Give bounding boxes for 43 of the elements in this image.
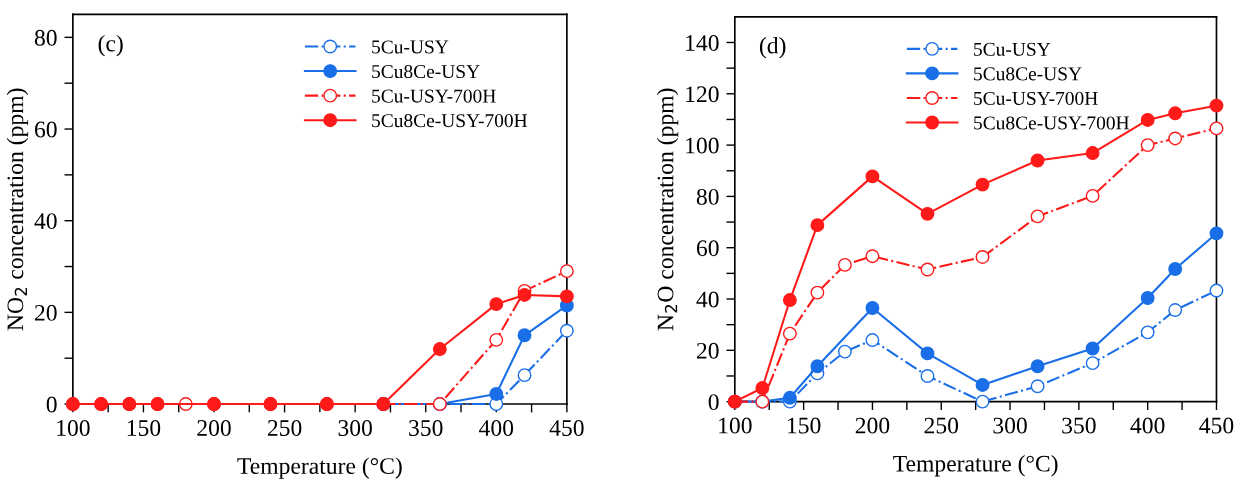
x-tick-label: 100 bbox=[57, 420, 90, 436]
legend-label: 5Cu8Ce-USY bbox=[974, 67, 1082, 81]
legend-label: 5Cu-USY-700H bbox=[372, 89, 496, 103]
y-tick-label: 0 bbox=[46, 396, 57, 413]
y-tick-label: 20 bbox=[35, 304, 57, 321]
x-tick-label: 250 bbox=[924, 417, 959, 434]
y-tick-label: 100 bbox=[686, 137, 719, 154]
x-tick-label: 450 bbox=[1199, 417, 1234, 434]
y-axis-title: N$_{2}$O concentration (ppm) bbox=[656, 88, 679, 331]
y-tick-label: 40 bbox=[696, 291, 719, 308]
y-tick-label: 40 bbox=[34, 213, 57, 230]
legend-label: 5Cu-USY-700H bbox=[974, 91, 1098, 105]
x-tick-label: 300 bbox=[338, 420, 372, 436]
y-tick-label: 80 bbox=[34, 29, 57, 46]
legend-label: 5Cu8Ce-USY-700H bbox=[372, 114, 528, 128]
y-tick-label: 80 bbox=[696, 188, 719, 205]
legend-label: 5Cu8Ce-USY bbox=[372, 64, 480, 79]
x-tick-label: 350 bbox=[1062, 417, 1096, 434]
x-tick-label: 200 bbox=[855, 417, 890, 434]
y-tick-label: 0 bbox=[708, 394, 719, 411]
y-tick-label: 20 bbox=[696, 342, 719, 359]
y-axis-title: NO$_{2}$ concentration (ppm) bbox=[6, 88, 29, 331]
x-tick-label: 400 bbox=[479, 420, 514, 436]
y-tick-label: 140 bbox=[686, 34, 719, 51]
y-tick-label: 120 bbox=[686, 86, 719, 103]
x-tick-label: 150 bbox=[127, 420, 161, 436]
annotation: (d) bbox=[759, 36, 786, 59]
x-tick-label: 250 bbox=[267, 420, 302, 436]
x-tick-label: 450 bbox=[549, 420, 584, 436]
x-tick-label: 150 bbox=[788, 417, 821, 434]
x-tick-label: 300 bbox=[993, 417, 1027, 434]
annotation: (c) bbox=[98, 34, 123, 57]
y-tick-label: 60 bbox=[34, 121, 57, 138]
x-tick-label: 200 bbox=[197, 420, 231, 436]
y-tick-label: 60 bbox=[696, 240, 719, 257]
x-axis-title: Temperature (°C) bbox=[893, 454, 1058, 477]
x-axis-title: Temperature (°C) bbox=[237, 457, 402, 479]
legend-label: 5Cu-USY bbox=[372, 40, 449, 54]
legend-label: 5Cu8Ce-USY-700H bbox=[974, 116, 1130, 130]
x-tick-label: 350 bbox=[409, 420, 443, 436]
x-tick-label: 400 bbox=[1130, 417, 1165, 434]
legend-label: 5Cu-USY bbox=[974, 42, 1051, 56]
x-tick-label: 100 bbox=[719, 417, 752, 434]
